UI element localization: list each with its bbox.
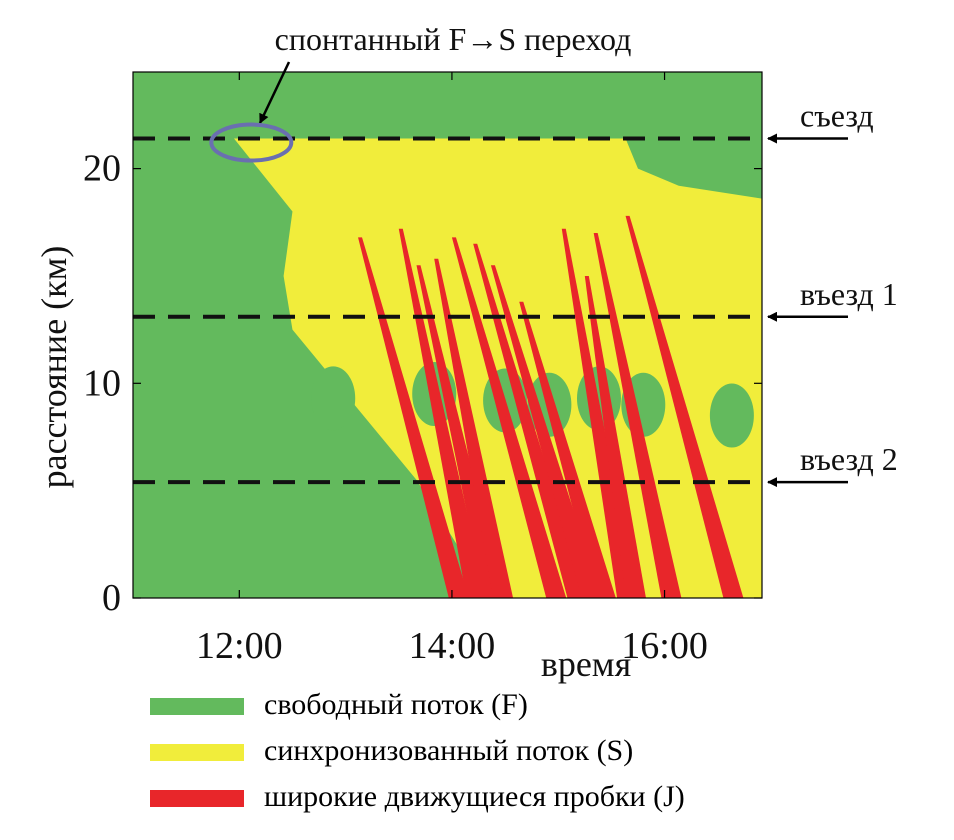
jam-streak-5	[451, 237, 567, 598]
legend-label-free: свободный поток (F)	[264, 688, 528, 721]
y-axis: 0 10 20	[83, 148, 762, 619]
jam-streak-2	[398, 228, 487, 598]
jam-streak-12	[625, 215, 744, 598]
legend-label-jam: широкие движущиеся пробки (J)	[264, 780, 685, 813]
free-island-1	[311, 366, 356, 431]
x-axis: 12:00 14:00 16:00	[196, 72, 708, 667]
jam-streak-8	[519, 301, 616, 598]
legend-swatch-free	[150, 698, 244, 715]
transition-ellipse	[209, 122, 294, 163]
legend-label-sync: синхронизованный поток (S)	[264, 734, 634, 767]
jam-streak-1	[358, 237, 469, 598]
annotation-arrow	[258, 61, 291, 124]
x-tick-label-3: 16:00	[621, 625, 708, 667]
x-axis-title: время	[541, 644, 631, 684]
y-tick-label-1: 0	[102, 577, 121, 619]
plot-frame	[132, 71, 763, 599]
traffic-chart: 12:00 14:00 16:00 0 10 20 время расстояние (…	[34, 21, 898, 684]
x-tick-label-1: 12:00	[196, 625, 283, 667]
detector-label-3: въезд 2	[800, 441, 898, 477]
y-tick-label-2: 10	[83, 362, 121, 404]
transition-annotation: спонтанный F→S переход	[275, 21, 632, 57]
legend-swatch-sync	[150, 744, 244, 761]
detector-label-2: въезд 1	[800, 276, 898, 312]
detector-label-1: съезд	[800, 98, 874, 134]
y-tick-label-3: 20	[83, 148, 121, 190]
jam-streak-10	[584, 275, 646, 598]
jam-streak-11	[593, 233, 682, 598]
jam-streak-7	[490, 265, 602, 598]
jam-streaks	[358, 215, 744, 598]
free-island-7	[709, 383, 754, 448]
y-axis-title: расстояние (км)	[34, 246, 74, 489]
jam-streak-4	[434, 258, 514, 598]
legend-swatch-jam	[150, 790, 244, 807]
detector-labels: съезд въезд 1 въезд 2	[767, 98, 898, 488]
x-tick-label-2: 14:00	[409, 625, 496, 667]
